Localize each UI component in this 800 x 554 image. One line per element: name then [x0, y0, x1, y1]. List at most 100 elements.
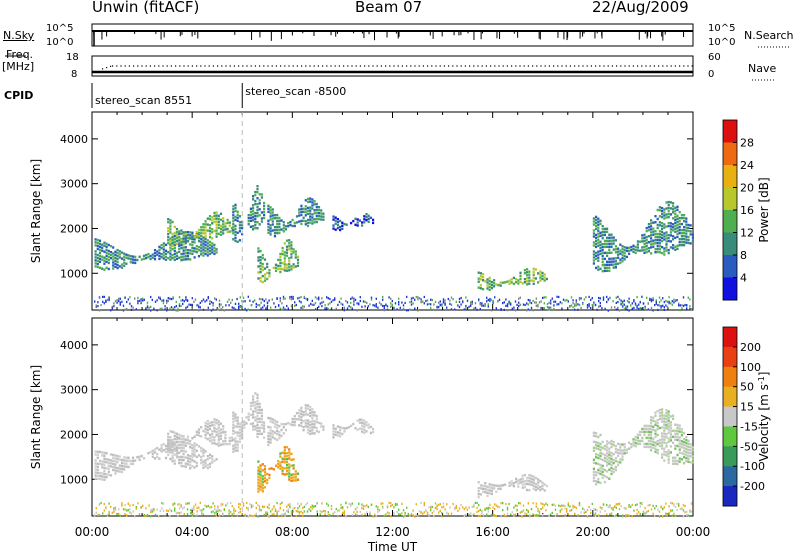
data-cell [304, 425, 307, 428]
data-cell [164, 243, 168, 246]
ground-scatter-cell [316, 297, 318, 300]
ground-scatter-cell [503, 513, 505, 517]
data-cell [311, 417, 314, 420]
data-cell [125, 456, 128, 459]
ground-scatter-cell [286, 509, 288, 513]
ground-scatter-cell [217, 505, 219, 508]
data-cell [663, 217, 666, 220]
data-cell [523, 269, 526, 272]
ground-scatter-cell [241, 307, 243, 310]
data-cell [298, 211, 301, 214]
data-cell [118, 256, 121, 259]
ground-scatter-cell [401, 301, 403, 304]
data-cell [634, 248, 637, 252]
data-cell [234, 413, 237, 416]
data-cell [685, 456, 688, 460]
ground-scatter-cell [430, 306, 432, 309]
ground-scatter-cell [228, 512, 230, 515]
data-cell [211, 222, 214, 225]
ground-scatter-cell [607, 298, 609, 301]
ground-scatter-cell [231, 505, 233, 508]
data-cell [213, 436, 216, 439]
ground-scatter-cell [222, 503, 224, 506]
data-cell [603, 444, 606, 448]
ground-scatter-cell [674, 505, 677, 508]
ground-scatter-cell [138, 513, 141, 516]
data-cell [178, 433, 181, 436]
ground-scatter-cell [526, 508, 528, 512]
ground-scatter-cell [655, 301, 657, 304]
data-cell [654, 447, 657, 450]
ground-scatter-cell [588, 295, 590, 298]
data-cell [510, 281, 513, 284]
data-cell [184, 240, 187, 243]
ground-scatter-cell [282, 295, 285, 298]
ground-scatter-cell [535, 502, 537, 505]
data-cell [641, 436, 644, 440]
data-cell [273, 229, 277, 232]
ground-scatter-cell [250, 506, 253, 509]
data-cell [260, 417, 263, 421]
data-cell [191, 243, 194, 246]
data-cell [96, 471, 99, 474]
ground-scatter-cell [332, 299, 334, 302]
ground-scatter-cell [558, 295, 560, 299]
data-cell [232, 423, 235, 426]
data-cell [294, 256, 297, 259]
ground-scatter-cell [625, 305, 627, 308]
data-cell [271, 208, 274, 211]
ground-scatter-cell [289, 502, 291, 505]
data-cell [658, 215, 661, 218]
data-cell [689, 452, 692, 455]
data-cell [597, 238, 600, 241]
ground-scatter-cell [671, 300, 673, 303]
data-cell [169, 430, 172, 433]
ground-scatter-cell [639, 512, 641, 516]
data-cell [517, 479, 520, 482]
data-cell [680, 434, 683, 437]
data-cell [103, 244, 106, 247]
data-cell [672, 244, 675, 247]
ground-scatter-cell [489, 299, 491, 303]
data-cell [234, 233, 237, 237]
data-cell [650, 240, 653, 243]
ground-scatter-cell [620, 299, 622, 302]
data-cell [173, 440, 176, 443]
ground-scatter-cell [212, 510, 214, 513]
data-cell [683, 235, 686, 238]
ground-scatter-cell [295, 510, 297, 513]
data-cell [173, 459, 176, 462]
ground-scatter-cell [420, 511, 422, 514]
data-cell [238, 425, 241, 428]
ground-scatter-cell [369, 513, 371, 516]
ground-scatter-cell [655, 299, 657, 302]
ground-scatter-cell [617, 306, 619, 309]
ground-scatter-cell [145, 507, 147, 510]
data-cell [295, 418, 299, 421]
ground-scatter-cell [586, 306, 589, 309]
ground-scatter-cell [554, 508, 557, 511]
data-cell [610, 233, 613, 236]
data-cell [171, 442, 174, 446]
data-cell [282, 221, 285, 224]
ground-scatter-cell [516, 509, 518, 512]
data-cell [667, 419, 670, 422]
data-cell [173, 240, 176, 244]
data-cell [123, 462, 126, 465]
data-cell [184, 456, 187, 459]
data-cell [661, 239, 664, 243]
ground-scatter-cell [636, 296, 638, 299]
ground-scatter-cell [385, 304, 387, 307]
data-cell [217, 429, 220, 432]
data-cell [676, 435, 679, 439]
data-cell [171, 448, 174, 452]
ground-scatter-cell [646, 511, 648, 514]
data-cell [645, 244, 648, 248]
data-cell [158, 248, 161, 252]
data-cell [213, 439, 216, 442]
ground-scatter-cell [500, 502, 502, 505]
data-cell [195, 443, 198, 447]
data-cell [276, 216, 279, 220]
data-cell [215, 418, 218, 422]
data-cell [663, 450, 666, 453]
